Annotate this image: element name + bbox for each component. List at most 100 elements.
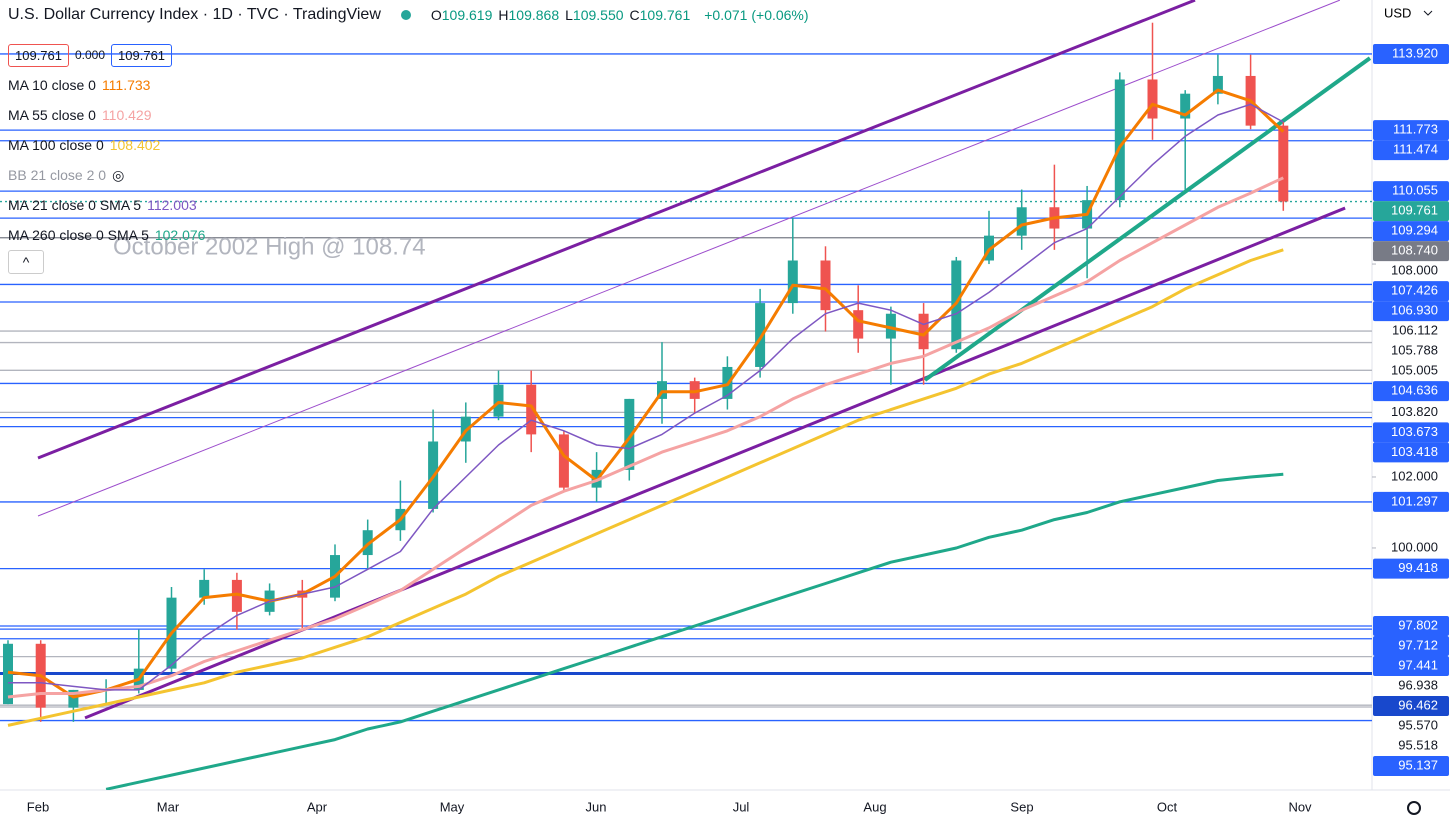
price-label: 113.920: [1392, 45, 1438, 60]
price-label: 111.474: [1393, 142, 1438, 157]
price-label: 97.802: [1398, 617, 1438, 632]
y-tick-label: 108.000: [1391, 263, 1438, 278]
ohlc-value: 109.619: [441, 7, 493, 23]
status-dot: [400, 10, 411, 20]
indicator-name: BB 21 close 2 0: [8, 167, 107, 183]
x-tick-label: Oct: [1157, 799, 1178, 814]
price-label: 110.055: [1392, 183, 1438, 198]
price-label: 97.712: [1398, 637, 1438, 652]
price-label-bg: [1373, 381, 1449, 402]
price-label-bg: [1373, 140, 1449, 161]
candle-body: [1180, 93, 1191, 119]
y-tick-label: 102.000: [1391, 468, 1438, 483]
ohlc-key: L: [565, 7, 573, 23]
ma-line: [105, 472, 1284, 790]
dropdown-icon[interactable]: [1423, 10, 1433, 16]
x-tick-label: Jul: [733, 799, 750, 814]
price-label: 111.773: [1393, 122, 1438, 137]
settings-icon[interactable]: [1407, 801, 1421, 815]
x-tick-label: May: [440, 799, 465, 814]
price-label: 95.570: [1398, 717, 1438, 732]
x-tick-label: Sep: [1010, 799, 1033, 814]
candle-body: [787, 260, 798, 304]
indicator-value: 102.076: [154, 227, 206, 243]
sell-box[interactable]: 109.761: [8, 43, 69, 67]
candle-body: [493, 384, 504, 417]
indicator-row: MA 21 close 0 SMA 5 112.003: [8, 190, 205, 220]
price-label-bg: [1373, 491, 1449, 512]
price-label: 105.005: [1391, 363, 1438, 378]
candle-body: [1147, 79, 1158, 119]
trend-line: [923, 56, 1372, 382]
price-label-bg: [1373, 221, 1449, 242]
candle-body: [3, 643, 13, 705]
indicator-value: 112.003: [147, 197, 197, 213]
x-tick-label: Feb: [27, 799, 49, 814]
indicator-value: 108.402: [109, 137, 161, 153]
price-label-bg: [1373, 181, 1449, 202]
price-label: 108.740: [1391, 243, 1438, 258]
price-label: 95.137: [1398, 757, 1438, 772]
price-label-bg: [1373, 301, 1449, 322]
price-label: 103.418: [1391, 444, 1438, 459]
candle-body: [231, 579, 242, 612]
x-tick-label: Jun: [586, 799, 607, 814]
price-axis: 113.920 111.773 111.474 110.055 109.761 109.2…: [1372, 43, 1449, 776]
price-label: 103.673: [1391, 424, 1438, 439]
price-label-bg: [1373, 43, 1449, 64]
ohlc-key: H: [498, 7, 509, 23]
x-tick-label: Apr: [307, 799, 328, 814]
buy-box[interactable]: 109.761: [111, 43, 173, 67]
ohlc: O109.619 H109.868 L109.550 C109.761: [431, 7, 696, 23]
candle-body: [199, 579, 210, 598]
candle-body: [558, 434, 569, 488]
ohlc-value: 109.761: [639, 7, 691, 23]
x-tick-label: Aug: [863, 799, 886, 814]
candle-body: [1278, 125, 1289, 202]
visibility-icon[interactable]: ◎: [112, 166, 125, 183]
candle-body: [68, 689, 79, 708]
price-label: 104.636: [1391, 383, 1438, 398]
price-label: 95.518: [1398, 737, 1438, 752]
price-label: 107.426: [1391, 283, 1438, 298]
ohlc-value: 109.550: [572, 7, 624, 23]
indicator-name: MA 260 close 0 SMA 5: [8, 227, 149, 243]
indicator-name: MA 100 close 0: [8, 137, 104, 153]
indicator-name: MA 55 close 0: [8, 107, 96, 123]
price-label-bg: [1373, 635, 1449, 656]
change: +0.071 (+0.06%): [704, 7, 809, 23]
header: U.S. Dollar Currency Index · 1D · TVC · …: [8, 6, 809, 24]
price-label-bg: [1373, 281, 1449, 302]
price-label: 99.418: [1398, 560, 1438, 575]
title: U.S. Dollar Currency Index · 1D · TVC · …: [8, 6, 381, 23]
indicator-row: MA 10 close 0 111.733: [8, 70, 205, 100]
candle-body: [820, 260, 831, 311]
ohlc-key: C: [629, 7, 640, 23]
price-label: 105.788: [1391, 343, 1438, 358]
currency[interactable]: USD: [1384, 5, 1411, 20]
candle-body: [657, 381, 667, 399]
annotation: October 2002 High @ 108.74: [113, 233, 426, 260]
price-label: 96.938: [1398, 677, 1438, 692]
candle-body: [1016, 207, 1027, 236]
candle-body: [624, 398, 635, 470]
price-label: 96.462: [1398, 697, 1438, 712]
price-label: 106.112: [1392, 323, 1438, 338]
price-label: 103.820: [1391, 404, 1438, 419]
indicator-panel: 109.761 0.000 109.761 MA 10 close 0 111.7…: [8, 40, 205, 274]
x-tick-label: Mar: [157, 799, 180, 814]
price-label: 106.930: [1391, 303, 1438, 318]
indicator-row: MA 260 close 0 SMA 5 102.076: [8, 220, 205, 250]
candle-body: [689, 381, 700, 399]
candle-body: [1212, 75, 1223, 94]
collapse-button[interactable]: ^: [8, 250, 44, 274]
spread: 0.000: [75, 48, 106, 62]
indicator-name: MA 21 close 0 SMA 5: [8, 197, 142, 213]
price-label: 109.294: [1391, 223, 1438, 238]
price-label-bg: [1373, 615, 1449, 636]
price-label-bg: [1373, 558, 1449, 579]
price-label-bg: [1373, 655, 1449, 676]
ma-line: [7, 176, 1284, 699]
candle-body: [755, 303, 766, 367]
